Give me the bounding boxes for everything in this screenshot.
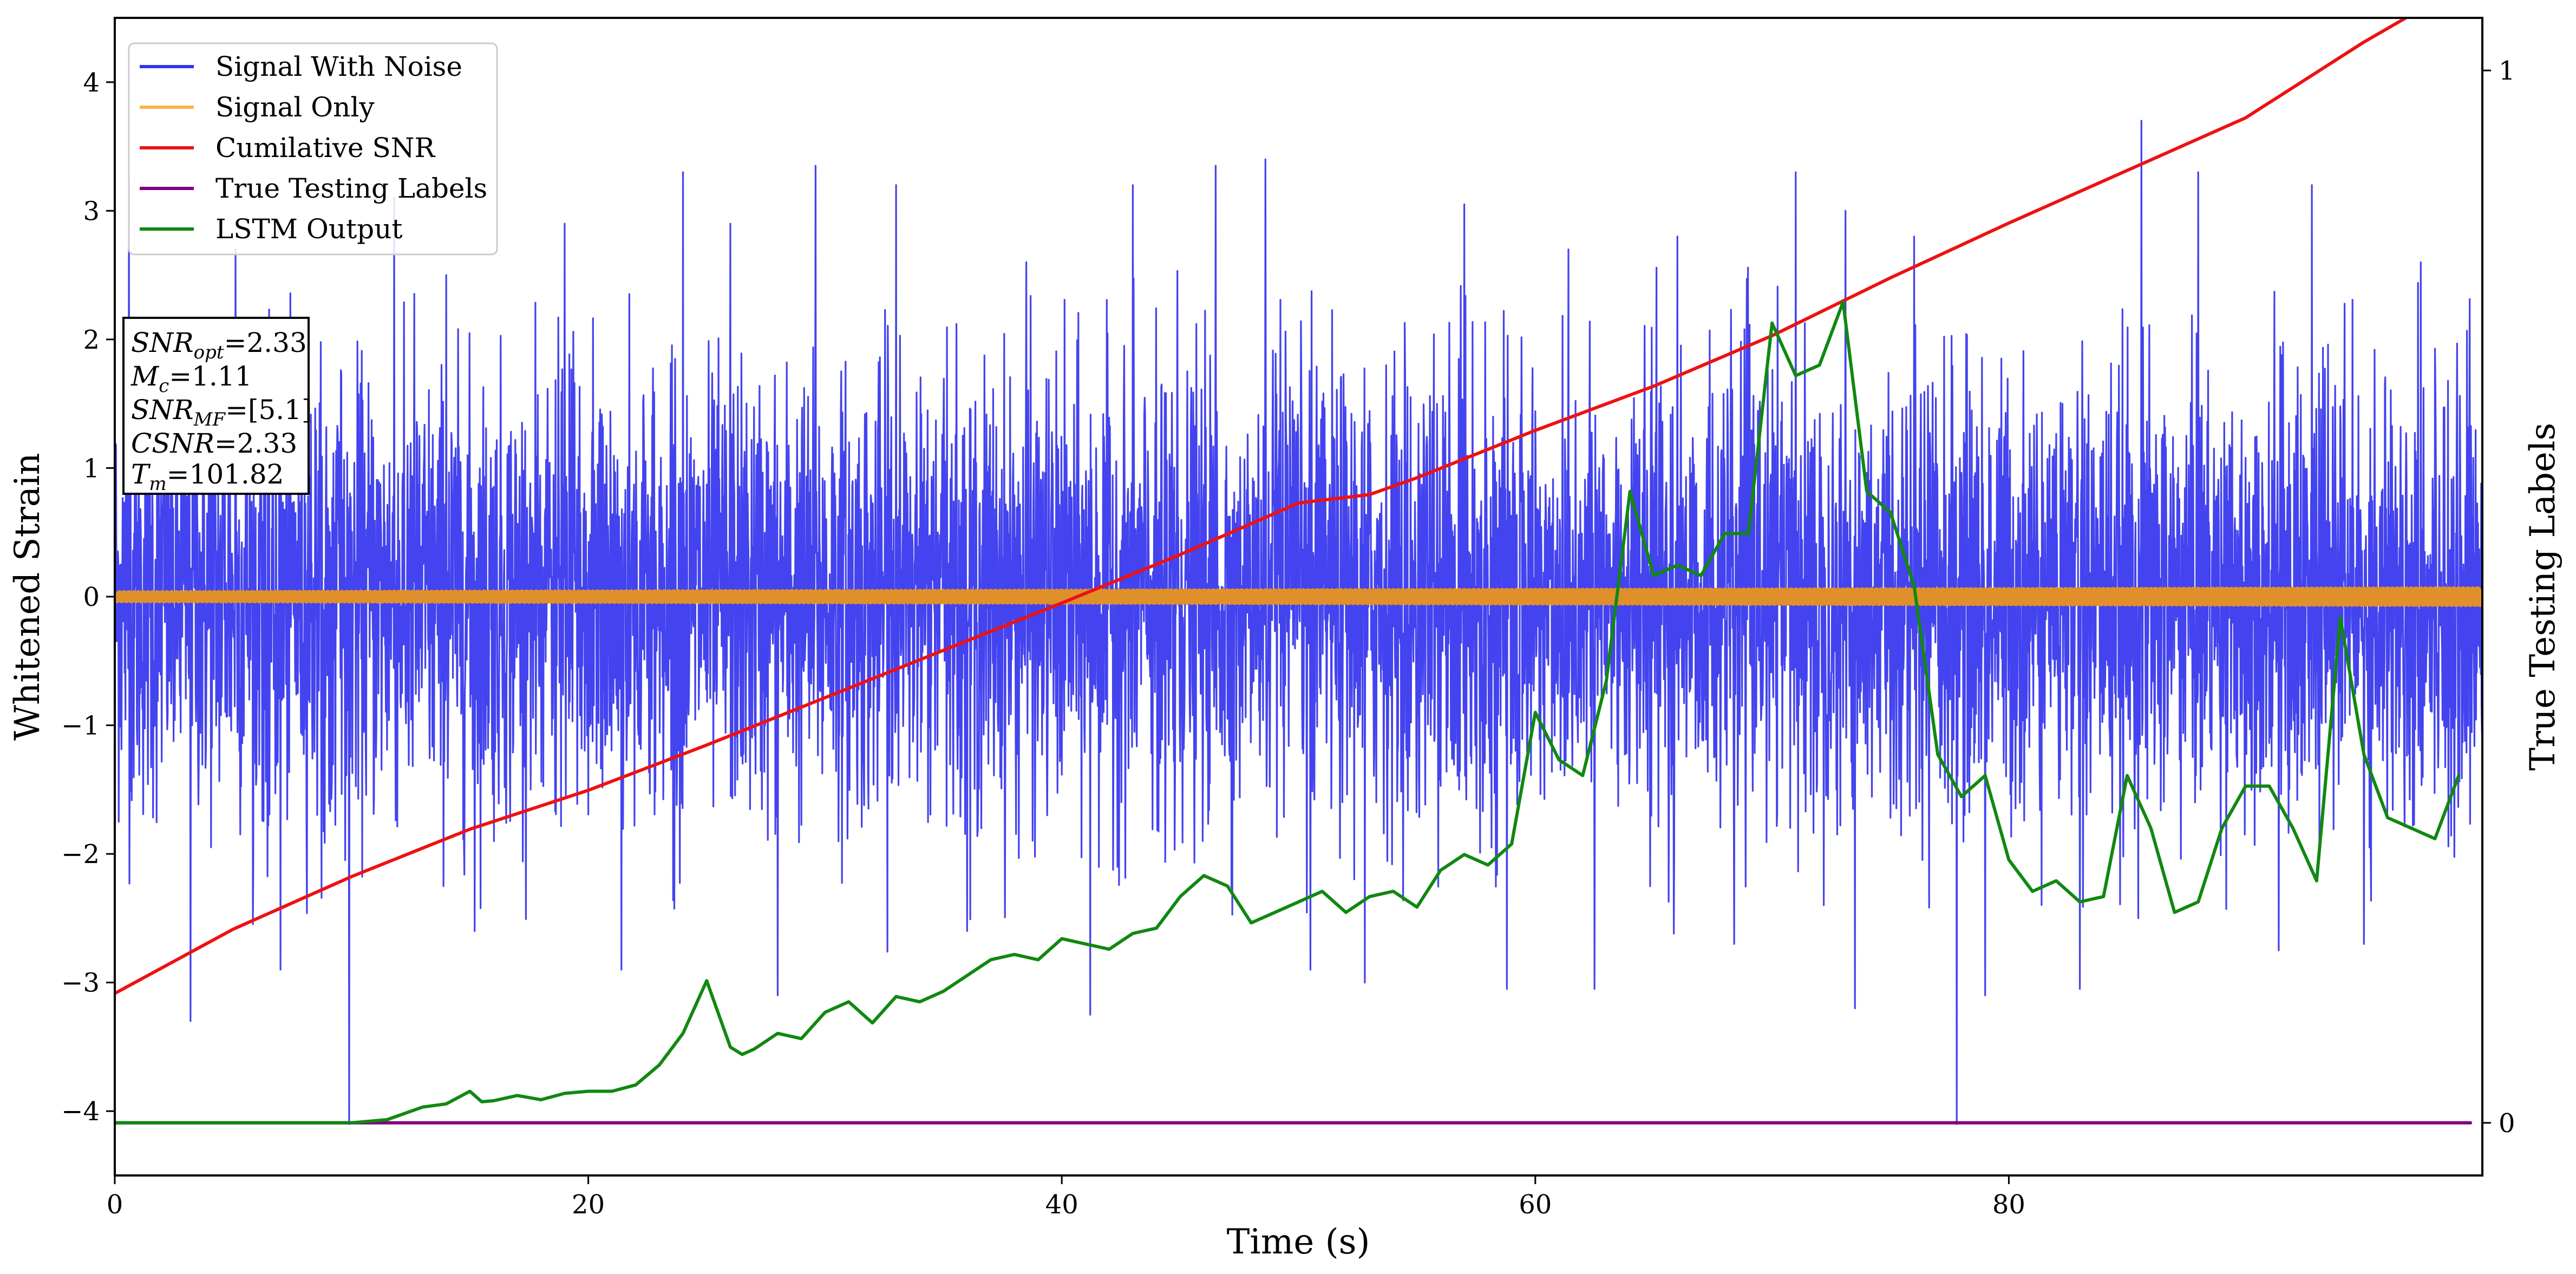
info-mc: Mc=1.11: [130, 361, 252, 397]
y-tick-label: 2: [83, 325, 100, 355]
legend: Signal With Noise Signal Only Cumilative…: [128, 42, 498, 256]
y-tick-label: −4: [61, 1096, 100, 1127]
info-csnr: CSNR=2.33: [131, 428, 297, 459]
y-tick-label: 3: [83, 196, 100, 226]
info-annotation: SNRopt=2.33 Mc=1.11 SNRMF=[5.1] CSNR=2.3…: [122, 317, 312, 495]
y-axis-label: Whitened Strain: [8, 453, 48, 740]
series-cumilative-snr: [115, 18, 2409, 995]
y2-tick-label: 0: [2499, 1108, 2515, 1139]
x-axis-label: Time (s): [1227, 1222, 1370, 1262]
legend-label-signal-only: Signal Only: [215, 92, 375, 123]
legend-box: [128, 42, 498, 256]
x-tick-label: 40: [1045, 1190, 1078, 1220]
y-tick-label: 1: [83, 453, 100, 484]
y2-axis-label: True Testing Labels: [2523, 423, 2563, 771]
y-tick-label: −3: [61, 968, 100, 998]
series-lstm-output: [115, 300, 2461, 1125]
x-tick-label: 60: [1519, 1190, 1552, 1220]
y-tick-label: 0: [83, 582, 100, 612]
x-tick-label: 0: [107, 1190, 123, 1220]
x-tick-label: 20: [572, 1190, 605, 1220]
legend-label-true-testing-labels: True Testing Labels: [215, 173, 487, 204]
y-tick-label: −1: [61, 711, 100, 741]
legend-label-cumilative-snr: Cumilative SNR: [215, 132, 435, 164]
legend-label-signal-with-noise: Signal With Noise: [215, 51, 462, 82]
y2-tick-label: 1: [2499, 56, 2515, 86]
plot-area: [115, 18, 2482, 1125]
info-snr-opt: SNRopt=2.33: [131, 327, 307, 363]
info-tm: Tm=101.82: [131, 459, 284, 495]
x-tick-label: 80: [1992, 1190, 2025, 1220]
y-tick-label: −2: [61, 839, 100, 870]
info-snr-mf: SNRMF=[5.1]: [131, 394, 312, 430]
info-box: [122, 317, 310, 495]
series-signal-only: [115, 586, 2482, 607]
legend-label-lstm-output: LSTM Output: [215, 213, 402, 245]
y-tick-label: 4: [83, 68, 100, 98]
